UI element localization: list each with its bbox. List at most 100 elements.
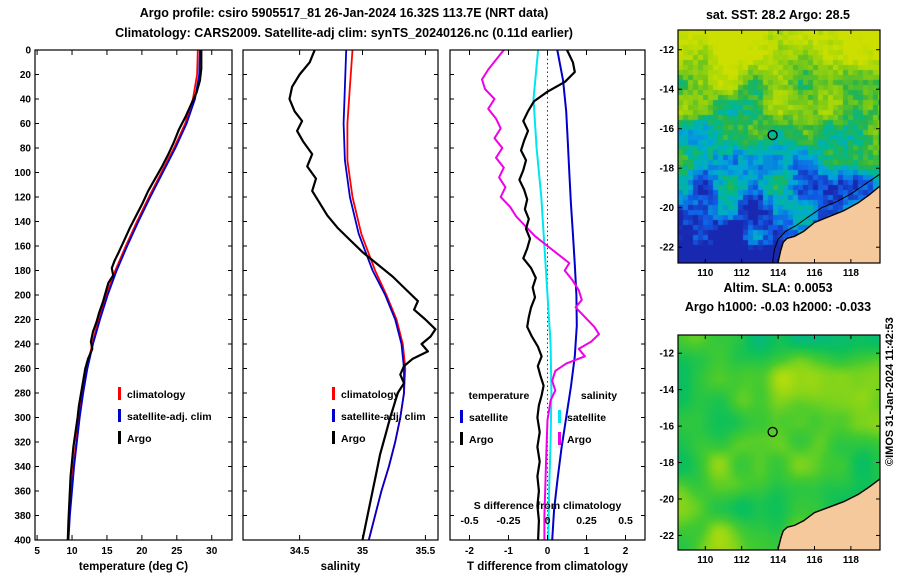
text-label: 35.5 — [416, 546, 436, 557]
text-label: 116 — [806, 268, 823, 279]
series-satellite-adj-clim-line — [67, 50, 201, 540]
legend-swatch-argo — [332, 431, 335, 444]
text-label: 116 — [806, 555, 823, 566]
sla-map-subtitle: Argo h1000: -0.03 h2000: -0.033 — [684, 300, 872, 314]
difference-profile-legend: temperature satellite Argo salinity satellit… — [460, 390, 617, 446]
text-label: -20 — [660, 203, 675, 214]
text-label: -16 — [660, 422, 675, 433]
axes-frame — [34, 49, 233, 541]
legend-swatch-satellite-adj-clim — [118, 409, 121, 422]
text-label: 260 — [14, 364, 31, 375]
legend-swatch-climatology — [118, 387, 121, 400]
salinity-profile-panel: 34.5 35 35.5 salinity climatology satellite-a… — [242, 49, 439, 573]
map-frame — [677, 334, 881, 551]
figure-title: Argo profile: csiro 5905517_81 26-Jan-20… — [139, 6, 549, 20]
text-label: Argo — [127, 433, 152, 445]
text-label: 40 — [20, 95, 32, 106]
text-label: temperature — [469, 390, 530, 402]
text-label: 114 — [770, 268, 787, 279]
text-label: 118 — [843, 555, 860, 566]
map-frame — [677, 29, 881, 264]
text-label: -22 — [660, 531, 675, 542]
series-s-satellite-line — [532, 50, 553, 540]
text-label: 0 — [545, 546, 551, 557]
figure-subtitle: Climatology: CARS2009. Satellite-adj cli… — [115, 26, 573, 40]
text-label: 160 — [14, 242, 31, 253]
series-t-satellite-line — [551, 50, 578, 540]
text-label: 340 — [14, 462, 31, 473]
text-label: 240 — [14, 340, 31, 351]
text-label: -12 — [660, 45, 675, 56]
text-label: -18 — [660, 164, 675, 175]
legend-swatch-climatology — [332, 387, 335, 400]
text-label: -0.5 — [460, 515, 478, 527]
text-label: 320 — [14, 438, 31, 449]
text-label: 120 — [14, 193, 31, 204]
text-label: Argo — [341, 433, 366, 445]
text-label: salinity — [321, 561, 361, 573]
series-satellite-adj-clim-line — [342, 50, 405, 540]
text-label: satellite — [567, 412, 606, 424]
text-label: 300 — [14, 413, 31, 424]
text-label: 360 — [14, 487, 31, 498]
text-label: 220 — [14, 315, 31, 326]
legend-swatch-salinity-satellite — [558, 410, 561, 423]
text-label: satellite-adj. clim — [341, 411, 426, 423]
argo-float-marker — [767, 129, 778, 141]
text-label: 35 — [357, 546, 369, 557]
text-label: 110 — [697, 268, 714, 279]
text-label: satellite — [469, 412, 508, 424]
text-label: 34.5 — [290, 546, 310, 557]
text-label: satellite-adj. clim — [127, 411, 212, 423]
argo-float-marker — [767, 426, 778, 438]
text-label: 15 — [101, 546, 113, 557]
sla-map-title: Altim. SLA: 0.0053 — [723, 281, 833, 295]
series-climatology-line — [346, 50, 407, 540]
text-label: 25 — [171, 546, 183, 557]
text-label: -16 — [660, 124, 675, 135]
sla-map-panel: 110 112 114 116 118 -12 -14 -16 -18 -20 -22 — [660, 334, 881, 566]
text-label: 112 — [734, 555, 751, 566]
temperature-profile-panel: 5 10 15 20 25 3002040608010012014016018020022… — [14, 46, 233, 573]
text-label: 140 — [14, 217, 31, 228]
text-label: 280 — [14, 389, 31, 400]
text-label: 112 — [734, 268, 751, 279]
text-label: 20 — [136, 546, 148, 557]
text-label: 2 — [623, 546, 629, 557]
text-label: climatology — [341, 389, 400, 401]
sst-map-canvas — [678, 30, 880, 263]
difference-profile-panel: -2 -1 0 1 2 T difference from climatology S di… — [449, 49, 646, 573]
text-label: 200 — [14, 291, 31, 302]
legend-swatch-temperature-argo — [460, 432, 463, 445]
sst-map-title: sat. SST: 28.2 Argo: 28.5 — [705, 8, 851, 22]
text-label: Argo — [469, 434, 494, 446]
text-label: 400 — [14, 536, 31, 547]
offshore-contour — [772, 173, 880, 263]
text-label: 0.25 — [576, 515, 597, 527]
text-label: -14 — [660, 85, 675, 96]
legend-swatch-temperature-satellite — [460, 410, 463, 423]
text-label: 100 — [14, 168, 31, 179]
legend-swatch-salinity-argo — [558, 432, 561, 445]
text-label: Argo — [567, 434, 592, 446]
text-label: -1 — [504, 546, 513, 557]
text-label: -18 — [660, 458, 675, 469]
text-label: salinity — [581, 390, 617, 402]
text-label: T difference from climatology — [467, 561, 629, 573]
salinity-profile-legend: climatology satellite-adj. clim Argo — [332, 387, 426, 445]
series-argo-line — [66, 50, 203, 540]
text-label: 80 — [20, 144, 32, 155]
coastline — [777, 478, 880, 550]
series-climatology-line — [66, 50, 199, 540]
text-label: temperature (deg C) — [79, 561, 188, 573]
text-label: -20 — [660, 494, 675, 505]
coastline — [777, 185, 880, 263]
text-label: climatology — [127, 389, 186, 401]
text-label: 30 — [206, 546, 218, 557]
temperature-profile-legend: climatology satellite-adj. clim Argo — [118, 387, 212, 445]
sla-map-canvas — [678, 335, 880, 550]
axes-frame — [242, 49, 439, 541]
text-label: -12 — [660, 349, 675, 360]
